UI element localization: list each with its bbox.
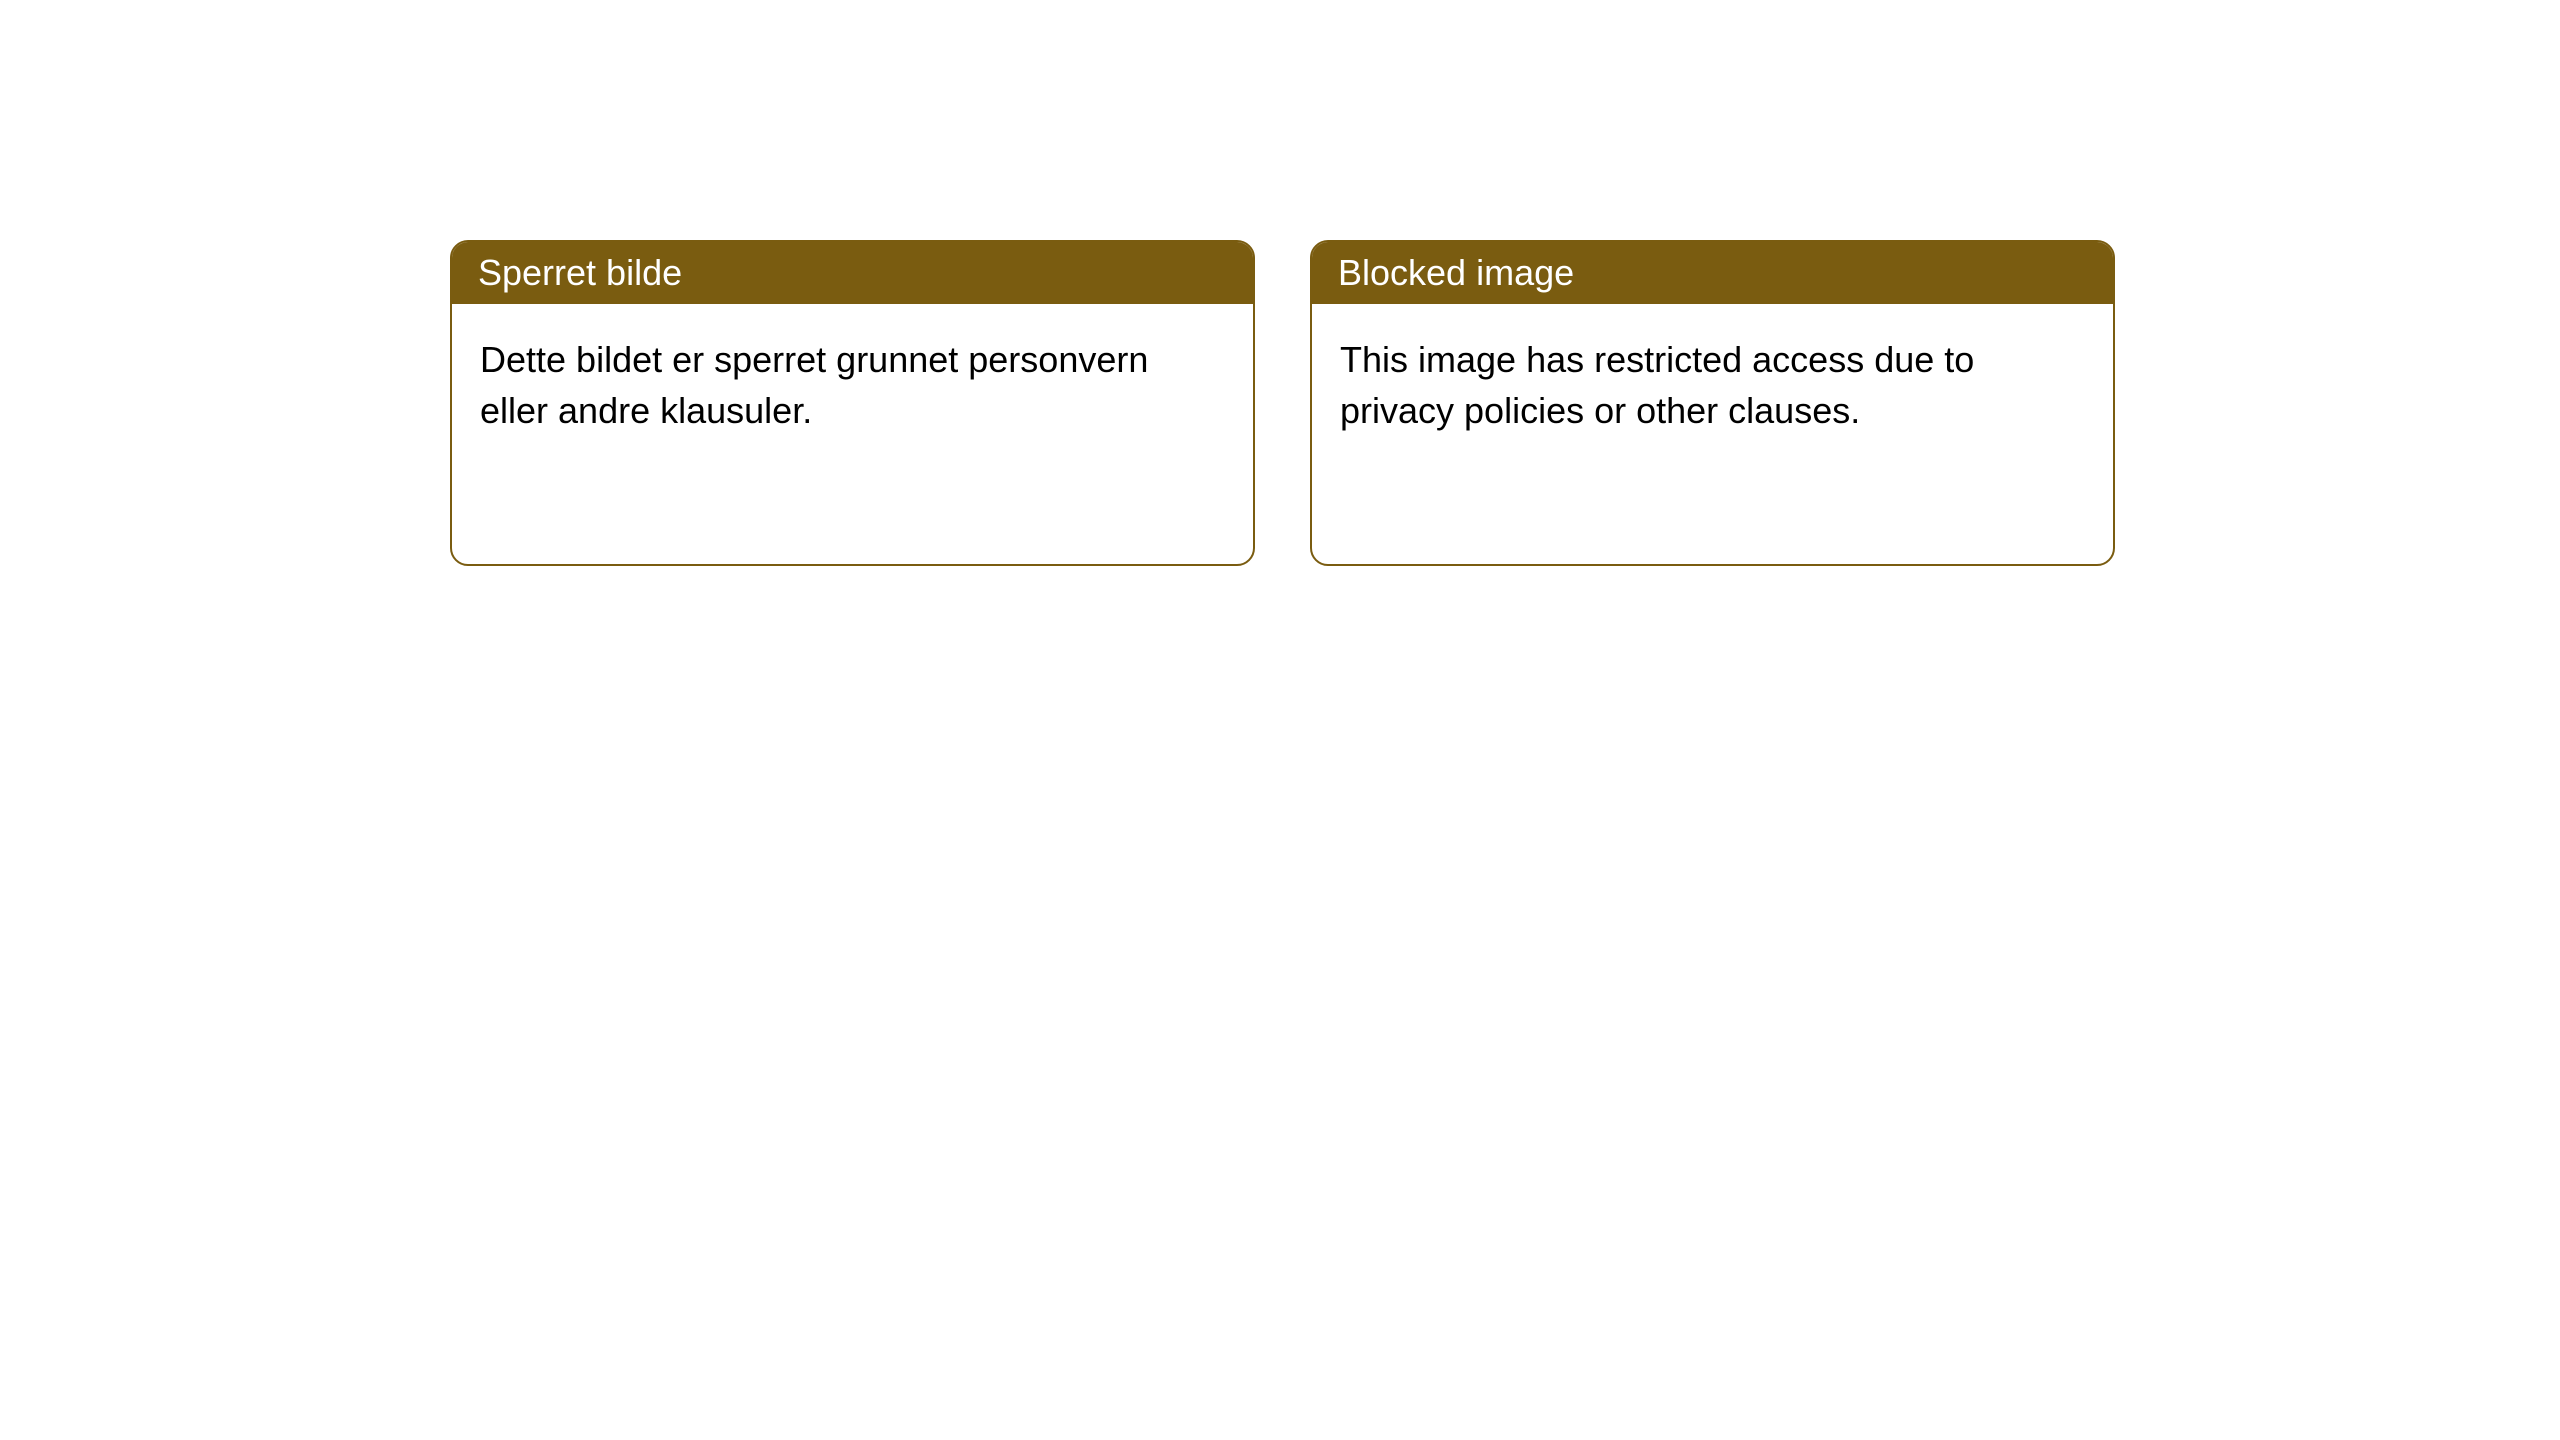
notice-card-norwegian: Sperret bilde Dette bildet er sperret gr… (450, 240, 1255, 566)
notice-card-english: Blocked image This image has restricted … (1310, 240, 2115, 566)
notice-body-english: This image has restricted access due to … (1312, 304, 2113, 564)
notice-container: Sperret bilde Dette bildet er sperret gr… (0, 0, 2560, 566)
notice-header-norwegian: Sperret bilde (452, 242, 1253, 304)
notice-header-english: Blocked image (1312, 242, 2113, 304)
notice-body-norwegian: Dette bildet er sperret grunnet personve… (452, 304, 1253, 564)
